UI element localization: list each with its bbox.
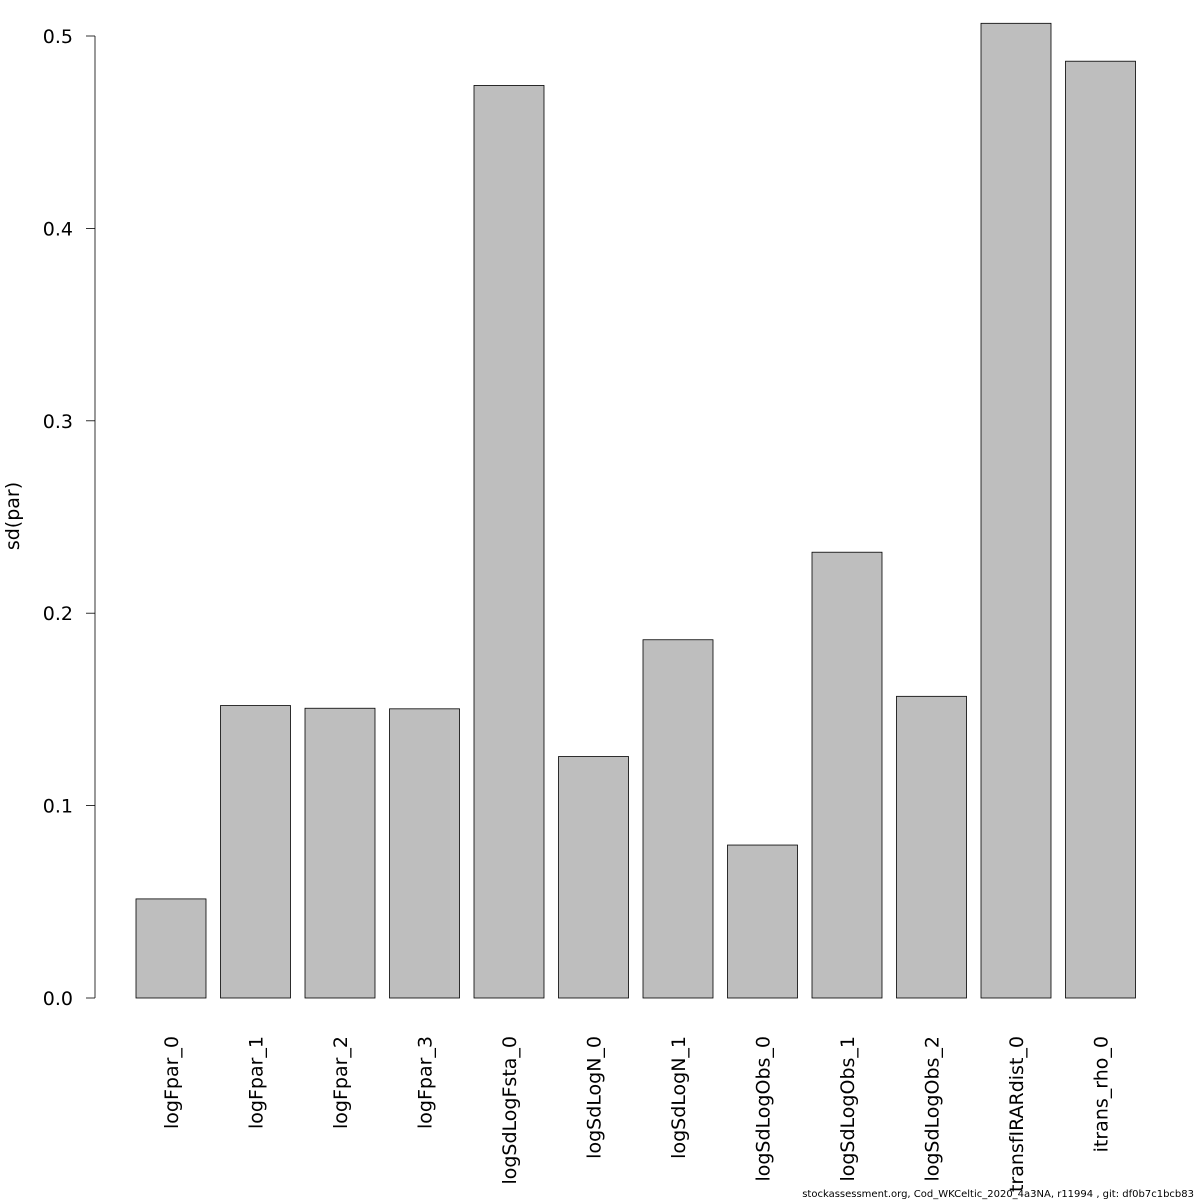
x-category-label: logFpar_0	[161, 1036, 183, 1129]
x-category-label: logSdLogObs_1	[837, 1036, 859, 1182]
bar-logFpar_1	[220, 705, 291, 999]
bar-logSdLogObs_0	[727, 844, 798, 999]
footer-text: stockassessment.org, Cod_WKCeltic_2020_4…	[802, 1189, 1194, 1200]
bar-logSdLogN_0	[558, 756, 629, 999]
bars-layer	[135, 22, 1136, 999]
x-category-label: logSdLogObs_0	[753, 1036, 775, 1182]
y-tick-label: 0.5	[43, 26, 73, 48]
bar-logSdLogFsta_0	[473, 85, 545, 999]
y-tick-label: 0.4	[43, 218, 73, 240]
x-category-label: logFpar_2	[330, 1036, 352, 1129]
bar-itrans_rho_0	[1065, 60, 1136, 999]
x-category-label: transfIRARdist_0	[1006, 1036, 1028, 1192]
x-category-label: logSdLogN_0	[584, 1036, 606, 1159]
x-axis-labels: logFpar_0 logFpar_1 logFpar_2 logFpar_3 logS…	[161, 1036, 1113, 1192]
x-category-label: logFpar_3	[415, 1036, 437, 1129]
y-tick-label: 0.0	[43, 988, 73, 1010]
bar-transfIRARdist_0	[980, 22, 1052, 999]
y-tick-label: 0.2	[43, 603, 73, 625]
bar-logFpar_2	[304, 707, 376, 999]
x-category-label: logSdLogObs_2	[922, 1036, 944, 1182]
x-category-label: logFpar_1	[246, 1036, 268, 1129]
bar-logSdLogN_1	[642, 639, 714, 999]
bar-logFpar_3	[389, 708, 460, 999]
x-category-label: logSdLogFsta_0	[499, 1036, 521, 1185]
x-category-label: itrans_rho_0	[1091, 1036, 1113, 1152]
y-tick-label: 0.3	[43, 411, 73, 433]
bar-logSdLogObs_1	[811, 551, 883, 999]
y-axis-label: sd(par)	[2, 482, 24, 550]
bar-logFpar_0	[135, 898, 207, 999]
y-axis: 0.0 0.1 0.2 0.3 0.4 0.5	[43, 26, 96, 1010]
bar-logSdLogObs_2	[896, 695, 967, 999]
y-tick-label: 0.1	[43, 796, 73, 818]
x-category-label: logSdLogN_1	[668, 1036, 690, 1159]
